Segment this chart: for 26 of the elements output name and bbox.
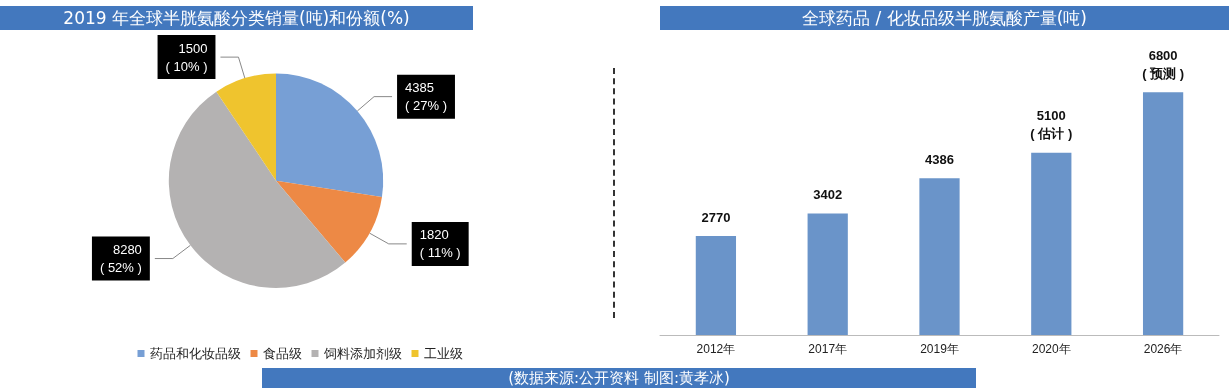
bar — [1142, 92, 1184, 335]
data-label: 3402 — [813, 187, 843, 202]
data-label: 1500 ( 10% ) — [165, 40, 208, 74]
chart-title: 2019 年全球半胱氨酸分类销量(吨)和份额(%) — [0, 6, 473, 30]
data-label: 4385 ( 27% ) — [405, 80, 447, 114]
text: (数据来源:公开资料 制图:黄孝冰) — [262, 368, 976, 388]
x-tick-label: 2017年 — [808, 342, 848, 356]
data-label: 1820 ( 11% ) — [419, 227, 461, 261]
data-label: 2770 — [701, 209, 731, 225]
x-tick-label: 2020年 — [1031, 342, 1071, 356]
data-label: 4386 — [925, 151, 954, 167]
bar — [695, 236, 737, 335]
x-tick-label: 2019年 — [920, 342, 959, 356]
legend-label: 工业级 — [423, 346, 463, 361]
bar — [807, 213, 848, 335]
bar — [919, 178, 960, 335]
legend-label: 饲料添加剂级 — [322, 346, 402, 361]
legend-label: 药品和化妆品级 — [149, 346, 241, 361]
data-label: 6800 ( 预测 ) — [1142, 47, 1185, 81]
bar — [1031, 152, 1072, 335]
chart-title: 全球药品 / 化妆品级半胱氨酸产量(吨) — [660, 6, 1229, 30]
data-label: 8280 ( 52% ) — [99, 242, 142, 276]
legend-label: 食品级 — [262, 346, 302, 361]
data-label: 5100 ( 估计 ) — [1030, 108, 1073, 142]
x-tick-label: 2012年 — [696, 342, 736, 356]
x-tick-label: 2026年 — [1143, 342, 1183, 356]
